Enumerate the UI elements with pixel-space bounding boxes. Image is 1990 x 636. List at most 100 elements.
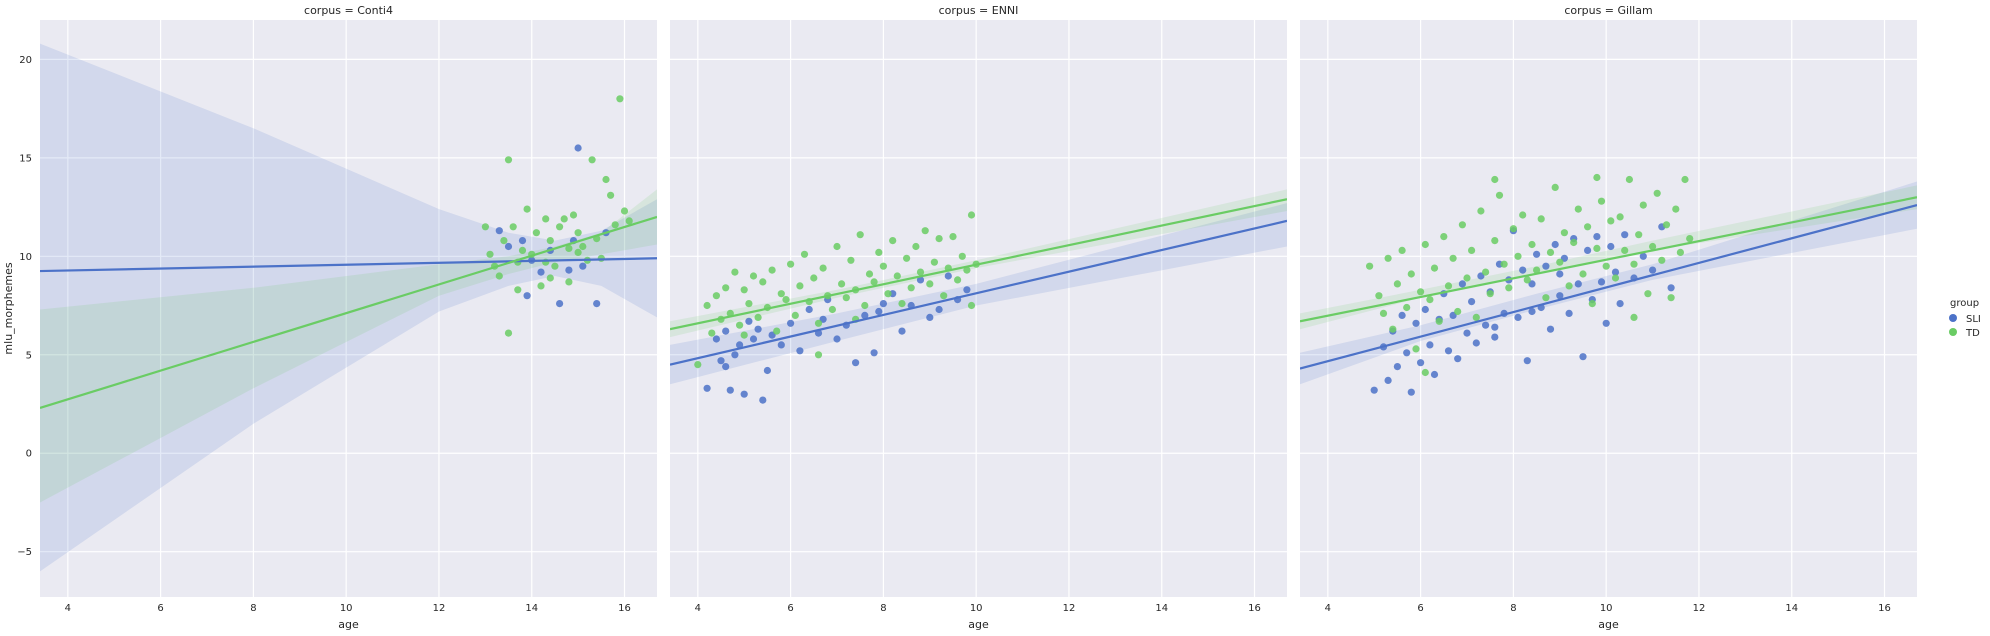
data-point-td <box>1435 317 1443 325</box>
facet-panel-conti4: 4 6 8 10 12 14 16 −5 0 5 10 15 20 <box>17 20 657 614</box>
data-point-td <box>1440 233 1448 241</box>
data-point-td <box>1602 262 1610 270</box>
data-point-td <box>1417 288 1425 296</box>
data-point-td <box>810 274 818 282</box>
data-point-td <box>1509 225 1517 233</box>
data-point-sli <box>1579 353 1587 361</box>
data-point-sli <box>1393 363 1401 371</box>
data-point-td <box>967 301 976 310</box>
facet-title-gillam: corpus = Gillam <box>1564 4 1652 17</box>
data-point-td <box>796 282 804 290</box>
data-point-td <box>1519 211 1527 219</box>
data-point-td <box>1597 197 1606 205</box>
x-tick-label: 4 <box>65 603 71 614</box>
data-point-sli <box>1444 347 1453 355</box>
data-point-td <box>838 280 846 288</box>
regression-line-td <box>670 198 1287 331</box>
data-point-td <box>1482 268 1490 276</box>
x-tick-label: 16 <box>618 603 631 614</box>
data-point-sli <box>1528 307 1536 316</box>
data-point-sli <box>574 144 582 152</box>
x-tick-label: 8 <box>1510 603 1516 614</box>
data-point-td <box>889 237 897 245</box>
data-point-td <box>1366 262 1374 270</box>
x-axis-label-conti4: age <box>338 618 359 631</box>
data-point-td <box>903 254 911 262</box>
data-point-sli <box>1430 370 1439 379</box>
data-point-sli <box>1597 278 1606 286</box>
data-point-td <box>1486 290 1494 298</box>
x-tick-label: 10 <box>1600 603 1613 614</box>
data-point-td <box>1560 229 1568 237</box>
data-point-td <box>893 272 901 280</box>
data-point-td <box>870 278 878 286</box>
data-point-td <box>1375 292 1383 300</box>
y-tick-label: 10 <box>19 252 32 263</box>
data-point-td <box>856 231 864 239</box>
x-tick-label: 12 <box>1693 603 1706 614</box>
data-point-td <box>518 246 527 254</box>
data-point-td <box>1495 191 1504 199</box>
data-point-sli <box>495 227 503 235</box>
data-point-sli <box>879 300 888 308</box>
data-point-sli <box>1584 246 1592 254</box>
data-point-td <box>1630 313 1638 321</box>
data-point-sli <box>745 317 753 325</box>
plot-area-gillam <box>1300 20 1917 597</box>
data-point-td <box>949 233 957 241</box>
data-point-sli <box>1607 242 1615 251</box>
data-point-td <box>777 290 785 298</box>
data-point-td <box>546 274 554 282</box>
data-point-sli <box>749 335 758 343</box>
data-point-sli <box>1403 349 1411 357</box>
data-point-sli <box>1426 341 1434 349</box>
data-point-sli <box>593 300 601 308</box>
data-point-td <box>602 175 610 184</box>
data-point-td <box>1533 266 1541 274</box>
data-point-td <box>546 237 554 245</box>
data-point-sli <box>504 242 513 251</box>
data-point-td <box>791 311 799 319</box>
data-point-sli <box>1611 268 1620 276</box>
data-point-sli <box>875 307 883 316</box>
data-point-td <box>740 286 748 294</box>
data-point-sli <box>717 357 725 365</box>
data-point-td <box>551 262 559 270</box>
data-point-td <box>759 278 767 286</box>
data-point-sli <box>1546 325 1555 333</box>
data-point-td <box>1644 290 1652 298</box>
data-point-td <box>542 215 550 223</box>
data-point-sli <box>1621 231 1629 239</box>
data-point-td <box>607 191 615 199</box>
data-point-td <box>1672 205 1680 213</box>
data-point-sli <box>1556 292 1564 300</box>
data-point-sli <box>1667 284 1675 292</box>
data-point-sli <box>722 363 730 371</box>
data-point-td <box>731 268 739 276</box>
data-point-td <box>1635 231 1643 239</box>
regression-line-td <box>40 215 657 409</box>
data-point-td <box>1653 189 1661 197</box>
data-point-sli <box>833 335 841 343</box>
data-point-td <box>782 296 790 304</box>
data-point-td <box>579 242 587 251</box>
data-point-td <box>736 321 744 329</box>
x-tick-label: 8 <box>880 603 886 614</box>
data-point-td <box>828 305 837 314</box>
x-tick-label: 10 <box>970 603 983 614</box>
data-point-td <box>708 329 716 337</box>
data-point-td <box>773 327 781 335</box>
confidence-band-td <box>40 189 657 503</box>
data-point-td <box>1421 240 1429 249</box>
data-point-td <box>481 223 489 231</box>
data-point-sli <box>1551 240 1559 249</box>
data-point-td <box>1556 258 1564 266</box>
data-point-td <box>740 331 748 339</box>
x-tick-label: 12 <box>1063 603 1076 614</box>
data-point-td <box>1444 282 1453 290</box>
data-point-td <box>537 282 545 290</box>
data-point-sli <box>754 325 762 333</box>
data-point-td <box>504 156 513 164</box>
data-point-td <box>1491 175 1499 184</box>
data-point-sli <box>1398 311 1406 319</box>
